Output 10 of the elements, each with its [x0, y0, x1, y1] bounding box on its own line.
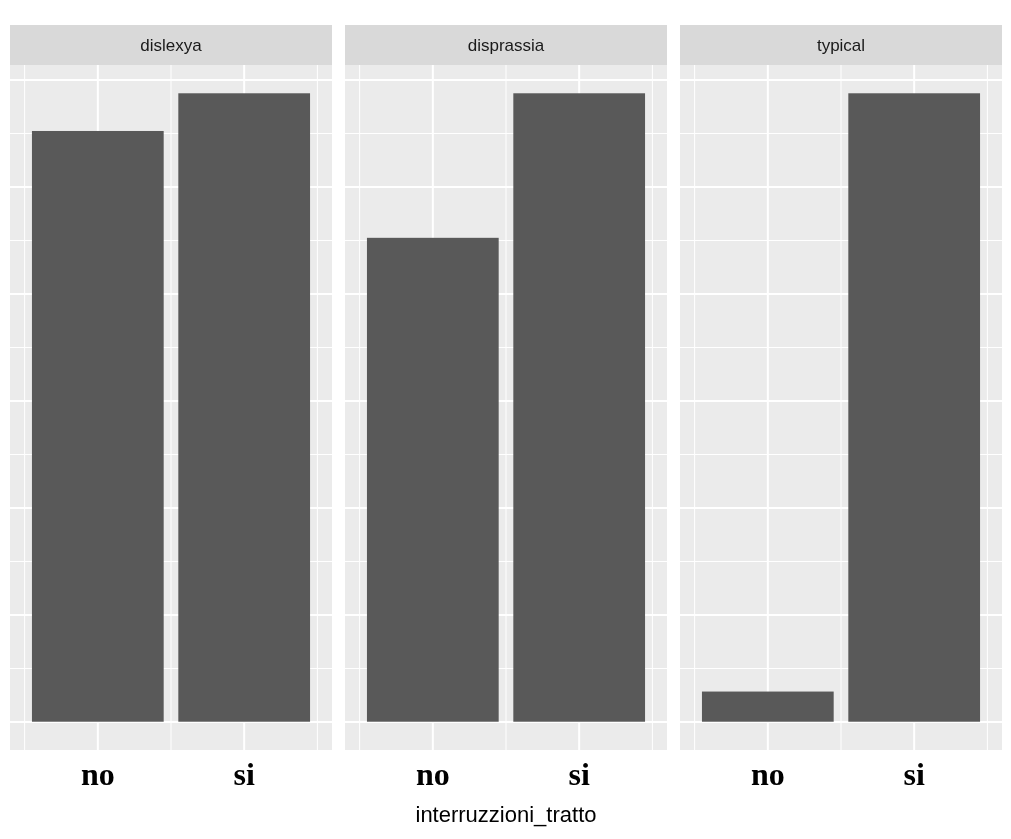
x-tick-label: no	[415, 756, 450, 792]
x-tick-label: no	[750, 756, 785, 792]
chart-title: dislexya	[140, 35, 203, 55]
x-tick-label: no	[80, 756, 115, 792]
chart-title: typical	[816, 35, 866, 55]
x-tick-label: si	[903, 756, 925, 792]
x-tick-label: si	[233, 756, 255, 792]
x-tick-label: si	[568, 756, 590, 792]
chart-title: disprassia	[467, 35, 545, 55]
x-axis-title: interruzzioni_tratto	[415, 802, 597, 827]
